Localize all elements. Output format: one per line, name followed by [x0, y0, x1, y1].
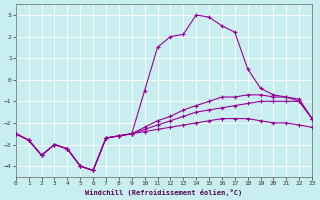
X-axis label: Windchill (Refroidissement éolien,°C): Windchill (Refroidissement éolien,°C)	[85, 189, 243, 196]
